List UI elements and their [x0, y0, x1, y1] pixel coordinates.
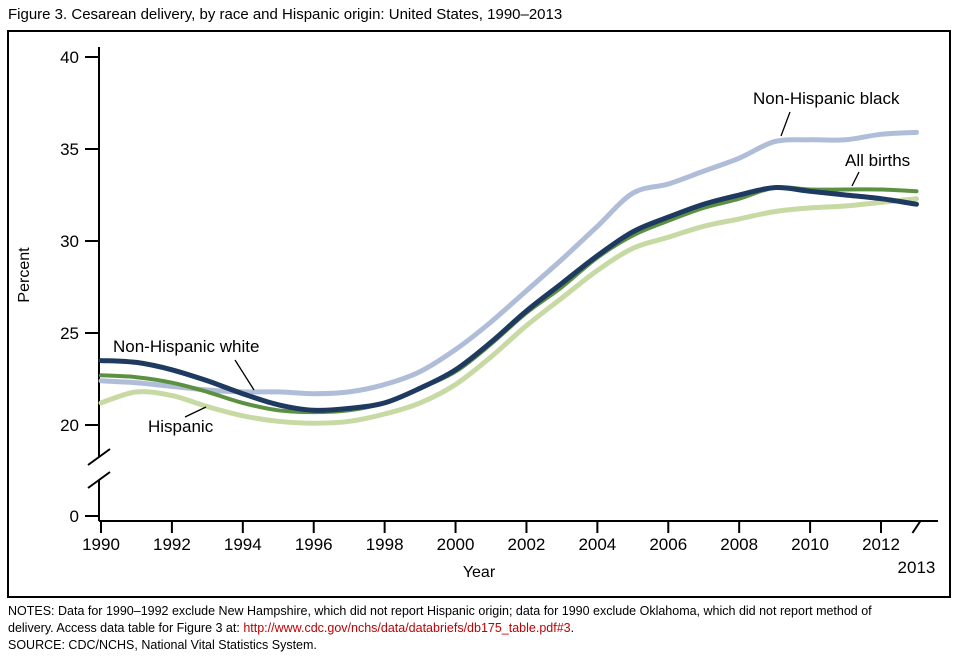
annotation-leader-non-hispanic-black	[780, 111, 791, 137]
axis-break-mark	[87, 448, 111, 466]
y-tick-label: 25	[60, 324, 79, 343]
y-tick-label: 30	[60, 232, 79, 251]
notes-line-1: NOTES: Data for 1990–1992 exclude New Ha…	[8, 604, 872, 618]
annotation-label-hispanic: Hispanic	[148, 417, 214, 436]
y-tick-label: 35	[60, 140, 79, 159]
annotation-leader-non-hispanic-white	[234, 359, 255, 391]
annotation-label-non-hispanic-white: Non-Hispanic white	[113, 337, 259, 356]
y-axis-title: Percent	[16, 247, 33, 303]
x-tick-label: 1998	[366, 535, 404, 554]
annotation-label-non-hispanic-black: Non-Hispanic black	[753, 89, 900, 108]
x-tick-label: 2000	[437, 535, 475, 554]
chart-box: 40 35 30 25 20 0 1990 1992 1994 1996 1998 2000 2002 2…	[7, 30, 951, 598]
x-tick-label: 1994	[224, 535, 262, 554]
x-tick-label: 1992	[153, 535, 191, 554]
x-axis-title: Year	[463, 564, 496, 581]
y-tick-label: 40	[60, 48, 79, 67]
annotation-leader-all-births	[851, 171, 860, 187]
series-line-non-hispanic-white	[98, 185, 919, 413]
figure-title: Figure 3. Cesarean delivery, by race and…	[8, 6, 563, 23]
annotation-leader-hispanic	[184, 406, 207, 418]
notes-line-2-suffix: .	[570, 620, 575, 635]
x-tick-label: 2006	[649, 535, 687, 554]
series-line-all-births	[99, 185, 919, 415]
notes-line-2: delivery. Access data table for Figure 3…	[8, 620, 954, 637]
x-tick-label: 2002	[508, 535, 546, 554]
x-tick-label: 2004	[578, 535, 616, 554]
x-tick-label: 2012	[862, 535, 900, 554]
x-tick-final-slanted	[911, 520, 922, 534]
x-tick-label: 1990	[82, 535, 120, 554]
x-tick-label-final: 2013	[898, 558, 936, 577]
notes-data-table-link[interactable]: http://www.cdc.gov/nchs/data/databriefs/…	[243, 620, 571, 635]
y-tick-label-zero: 0	[70, 507, 79, 526]
notes-line-2-prefix: delivery. Access data table for Figure 3…	[8, 620, 244, 635]
annotation-label-all-births: All births	[845, 151, 910, 170]
axis-break-mark	[87, 471, 111, 489]
x-tick-label: 1996	[295, 535, 333, 554]
figure-notes: NOTES: Data for 1990–1992 exclude New Ha…	[8, 603, 954, 636]
y-tick-label: 20	[60, 416, 79, 435]
series-line-hispanic	[98, 196, 919, 426]
x-tick-label: 2008	[720, 535, 758, 554]
figure-source: SOURCE: CDC/NCHS, National Vital Statist…	[8, 638, 317, 652]
x-tick-label: 2010	[791, 535, 829, 554]
